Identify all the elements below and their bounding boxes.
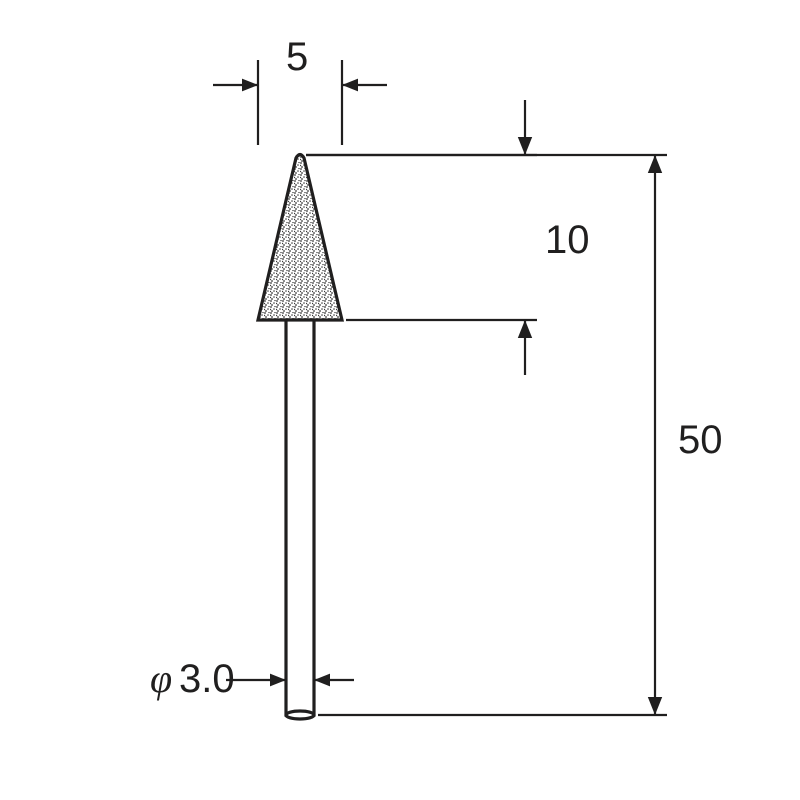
shaft (286, 320, 314, 715)
dim-total-height-label: 50 (678, 418, 723, 462)
dim-cone-height-label: 10 (545, 218, 590, 262)
dim-shaft-dia-prefix: φ (150, 656, 172, 701)
dim-top-width-label: 5 (286, 35, 308, 79)
dim-shaft-dia-label: 3.0 (179, 657, 235, 701)
dimension-drawing: 5 10 50 φ3.0 (0, 0, 800, 800)
abrasive-cone (258, 155, 342, 321)
